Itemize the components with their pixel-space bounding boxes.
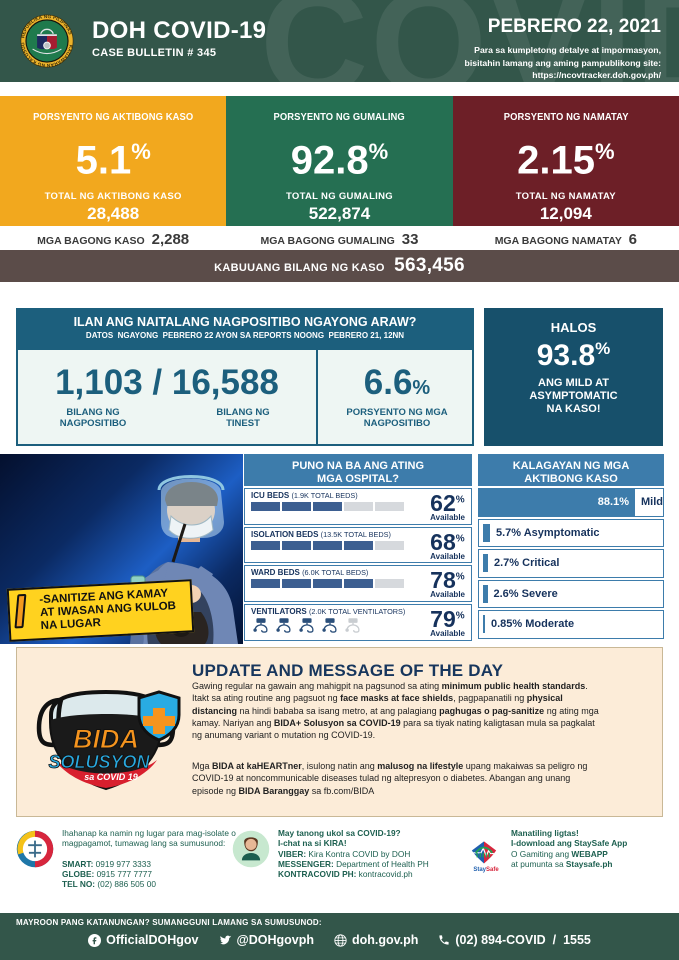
svg-text:sa COVID 19: sa COVID 19	[84, 772, 138, 782]
svg-text:SOLUSYON: SOLUSYON	[48, 752, 150, 772]
svg-text:BIDA: BIDA	[73, 724, 139, 754]
